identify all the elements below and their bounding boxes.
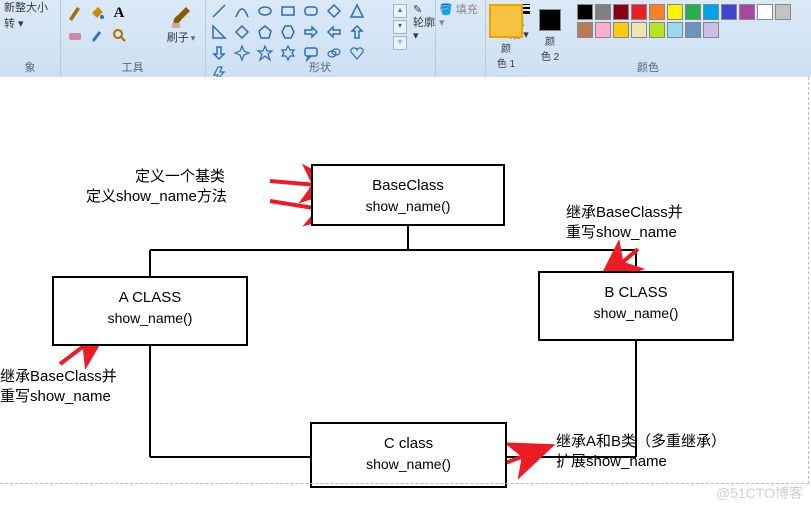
shape-rtriangle-icon[interactable] [211,24,227,40]
annotation-a4: 继承BaseClass并 [0,367,117,387]
group-label-tools: 工具 [60,59,205,75]
annotation-a3: 继承BaseClass并 [566,203,683,223]
ribbon-group-tools: A 刷子 工具 [60,0,206,77]
swatch-1[interactable] [595,4,611,20]
shape-oval-icon[interactable] [257,3,273,19]
resize-label: 新整大小 [4,2,48,15]
ribbon-group-image: 新整大小 转 ▾ 象 [0,0,61,77]
swatch-17[interactable] [667,22,683,38]
swatch-7[interactable] [703,4,719,20]
fill-dropdown[interactable]: 🪣 填充 ▾ [439,4,485,30]
eraser-icon[interactable] [66,26,84,44]
gallery-more-icon[interactable]: ▿ [393,36,407,50]
gallery-up-icon[interactable]: ▴ [393,4,407,18]
class-box-c: C classshow_name() [310,422,507,488]
group-label-image: 象 [0,59,60,75]
color-swatches [577,4,797,38]
class-method: show_name() [540,303,732,323]
ribbon-group-shapes: ▴ ▾ ▿ ✎ 轮廓 ▾ 形状 [205,0,436,77]
swatch-13[interactable] [595,22,611,38]
class-box-base: BaseClassshow_name() [311,164,505,226]
gallery-down-icon[interactable]: ▾ [393,20,407,34]
shape-hexagon-icon[interactable] [280,24,296,40]
brush-dropdown[interactable]: 刷子 [163,4,199,45]
pencil-icon[interactable] [66,4,84,22]
shape-rect-icon[interactable] [280,3,296,19]
class-method: show_name() [312,454,505,474]
annotation-a3b: 重写show_name [566,223,677,243]
swatch-14[interactable] [613,22,629,38]
class-title: C class [312,434,505,454]
color2-swatch [539,9,561,31]
shape-arrowr-icon[interactable] [303,24,319,40]
rotate-dropdown[interactable]: 转 ▾ [4,18,24,31]
shape-line-icon[interactable] [211,3,227,19]
class-box-b: B CLASSshow_name() [538,271,734,341]
text-icon[interactable]: A [110,4,128,22]
outline-dropdown[interactable]: ✎ 轮廓 ▾ [413,4,435,43]
shape-triangle-icon[interactable] [349,3,365,19]
swatch-19[interactable] [703,22,719,38]
swatch-6[interactable] [685,4,701,20]
swatch-8[interactable] [721,4,737,20]
picker-icon[interactable] [88,26,106,44]
shape-curve-icon[interactable] [234,3,250,19]
bucket-icon[interactable] [88,4,106,22]
color2-button[interactable]: 颜 色 2 [533,4,567,63]
shape-pentagon-icon[interactable] [257,24,273,40]
group-label-colors: 颜色 [485,59,811,75]
ribbon-group-colors: 颜 色 1 颜 色 2 颜色 [485,0,811,77]
shape-roundrect-icon[interactable] [303,3,319,19]
swatch-4[interactable] [649,4,665,20]
swatch-10[interactable] [757,4,773,20]
brush-icon [167,4,195,32]
shape-polygon-icon[interactable] [326,3,342,19]
swatch-15[interactable] [631,22,647,38]
zoom-icon[interactable] [110,26,128,44]
swatch-11[interactable] [775,4,791,20]
group-label-shapes: 形状 [205,59,435,75]
class-title: A CLASS [54,288,246,308]
ribbon: 新整大小 转 ▾ 象 A 刷子 工具 [0,0,811,78]
annotation-a5: 继承A和B类（多重继承） [556,432,726,452]
swatch-12[interactable] [577,22,593,38]
class-method: show_name() [54,308,246,328]
swatch-9[interactable] [739,4,755,20]
color1-swatch [489,4,523,38]
class-method: show_name() [313,196,503,216]
class-title: B CLASS [540,283,732,303]
swatch-0[interactable] [577,4,593,20]
annotation-a5b: 扩展show_name [556,452,667,472]
brush-label: 刷子 [163,32,199,45]
annotation-a1: 定义一个基类 [135,167,225,187]
watermark: @51CTO博客 [716,483,803,503]
annotation-a4b: 重写show_name [0,387,111,407]
paint-canvas[interactable]: BaseClassshow_name()A CLASSshow_name()B … [0,77,811,509]
ribbon-group-fill: 🪣 填充 ▾ 粗 细 ▾ [435,0,486,77]
gallery-scroll[interactable]: ▴ ▾ ▿ [393,4,405,50]
class-title: BaseClass [313,176,503,196]
swatch-2[interactable] [613,4,629,20]
shape-arrowl-icon[interactable] [326,24,342,40]
swatch-3[interactable] [631,4,647,20]
swatch-18[interactable] [685,22,701,38]
swatch-16[interactable] [649,22,665,38]
class-box-a: A CLASSshow_name() [52,276,248,346]
shape-arrowu-icon[interactable] [349,24,365,40]
shape-diamond-icon[interactable] [234,24,250,40]
swatch-5[interactable] [667,4,683,20]
annotation-a2: 定义show_name方法 [86,187,227,207]
